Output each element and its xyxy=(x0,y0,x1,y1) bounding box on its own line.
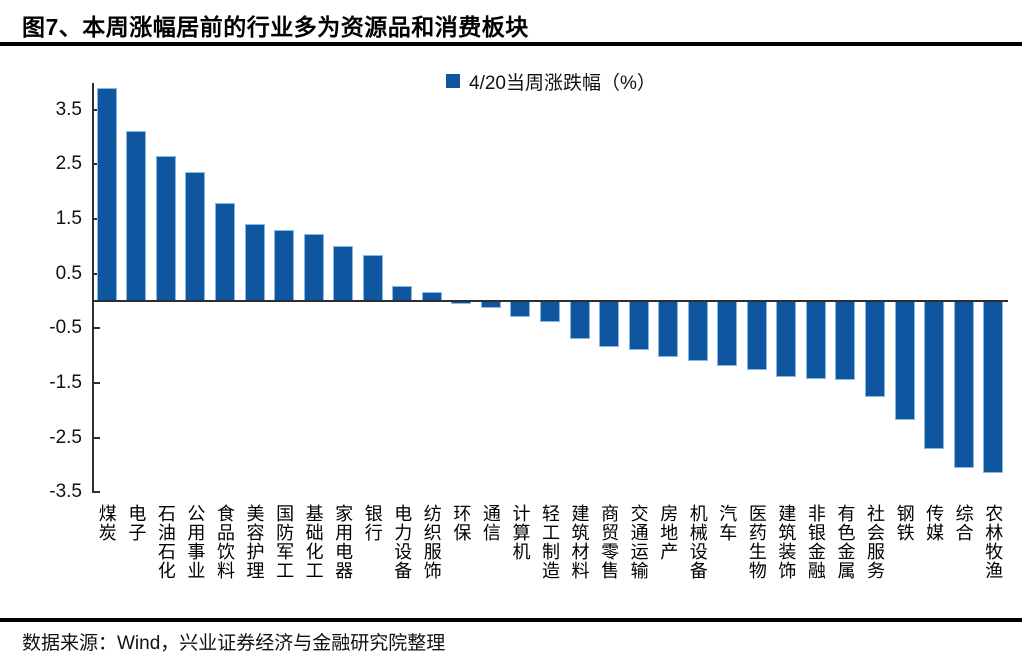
x-axis-label-家用电器: 家用电器 xyxy=(333,504,354,580)
y-axis-tick-label: 2.5 xyxy=(55,153,82,175)
legend: 4/20当周涨跌幅（%） xyxy=(446,68,656,94)
x-axis-label-轻工制造: 轻工制造 xyxy=(540,504,560,580)
y-axis-tick-label: -3.5 xyxy=(49,481,82,503)
bar-非银金融 xyxy=(806,301,826,379)
y-axis-tick xyxy=(92,163,100,166)
x-axis-label-纺织服饰: 纺织服饰 xyxy=(421,504,442,580)
x-axis-label-煤炭: 煤炭 xyxy=(96,504,117,542)
bar-商贸零售 xyxy=(599,301,619,347)
x-axis-label-石油石化: 石油石化 xyxy=(155,504,176,580)
bar-电子 xyxy=(126,131,146,301)
x-axis-label-美容护理: 美容护理 xyxy=(244,504,265,580)
y-axis-tick xyxy=(92,108,100,111)
x-axis-label-基础化工: 基础化工 xyxy=(303,504,324,580)
x-axis-label-银行: 银行 xyxy=(362,504,383,542)
legend-marker-icon xyxy=(446,74,460,88)
title-rule xyxy=(0,42,1022,46)
x-axis-label-通信: 通信 xyxy=(480,504,501,542)
x-axis-label-国防军工: 国防军工 xyxy=(274,504,295,580)
bar-机械设备 xyxy=(688,301,708,361)
y-axis-tick xyxy=(92,217,100,220)
bar-有色金属 xyxy=(835,301,855,380)
x-axis-label-计算机: 计算机 xyxy=(510,504,531,561)
bar-家用电器 xyxy=(333,246,353,301)
x-axis-label-机械设备: 机械设备 xyxy=(687,504,708,580)
x-axis-label-电子: 电子 xyxy=(126,504,147,542)
x-axis-labels: 煤炭 电子 石油石化 公用事业 食品饮料 美容护理 国防军工 基础化工 家用电器 银行 电力设备 纺织… xyxy=(92,504,1008,620)
bar-农林牧渔 xyxy=(983,301,1003,473)
x-axis-label-食品饮料: 食品饮料 xyxy=(214,504,235,580)
bar-综合 xyxy=(954,301,974,468)
x-axis-label-综合: 综合 xyxy=(953,504,974,542)
bar-交通运输 xyxy=(629,301,649,350)
data-source: 数据来源：Wind，兴业证券经济与金融研究院整理 xyxy=(22,633,446,654)
x-axis-label-交通运输: 交通运输 xyxy=(628,504,649,580)
y-axis-tick xyxy=(92,327,100,330)
x-axis-label-钢铁: 钢铁 xyxy=(894,504,915,542)
y-axis-tick xyxy=(92,436,100,439)
y-axis-tick-label: 1.5 xyxy=(55,207,82,229)
figure-title: 图7、本周涨幅居前的行业多为资源品和消费板块 xyxy=(22,14,529,40)
footer-rule xyxy=(0,618,1022,622)
bar-电力设备 xyxy=(392,286,412,301)
y-axis-tick xyxy=(92,382,100,385)
bar-钢铁 xyxy=(895,301,915,420)
bar-建筑装饰 xyxy=(776,301,796,377)
bar-房地产 xyxy=(658,301,678,357)
x-axis-label-汽车: 汽车 xyxy=(717,504,738,542)
bar-石油石化 xyxy=(156,156,176,301)
bar-美容护理 xyxy=(245,224,265,301)
x-axis-label-农林牧渔: 农林牧渔 xyxy=(983,504,1004,580)
x-axis-label-有色金属: 有色金属 xyxy=(835,504,856,580)
bar-轻工制造 xyxy=(540,301,560,322)
y-axis-tick-label: -2.5 xyxy=(49,426,82,448)
bar-汽车 xyxy=(717,301,737,366)
x-axis-label-商贸零售: 商贸零售 xyxy=(599,504,620,580)
y-axis-tick-label: 3.5 xyxy=(55,98,82,120)
bar-银行 xyxy=(363,255,383,301)
bar-建筑材料 xyxy=(570,301,590,339)
y-axis-tick-label: -0.5 xyxy=(49,317,82,339)
plot-area: 3.5 2.5 1.5 0.5 -0.5 -1.5 -2.5 -3.5 xyxy=(49,83,1008,502)
x-axis-label-社会服务: 社会服务 xyxy=(865,504,886,580)
x-axis-label-传媒: 传媒 xyxy=(924,504,945,542)
zero-axis-line xyxy=(92,300,1008,302)
x-axis-label-建筑材料: 建筑材料 xyxy=(569,504,590,580)
bar-医药生物 xyxy=(747,301,767,370)
bar-社会服务 xyxy=(865,301,885,397)
bar-煤炭 xyxy=(97,88,117,301)
x-axis-label-非银金融: 非银金融 xyxy=(805,504,826,580)
x-axis-label-医药生物: 医药生物 xyxy=(746,504,767,580)
bar-传媒 xyxy=(924,301,944,449)
y-axis-tick-label: 0.5 xyxy=(55,262,82,284)
bar-公用事业 xyxy=(185,172,205,301)
x-axis-label-建筑装饰: 建筑装饰 xyxy=(776,504,797,580)
y-axis-tick xyxy=(92,491,100,494)
bar-基础化工 xyxy=(304,234,324,301)
x-axis-label-环保: 环保 xyxy=(451,504,472,542)
bar-国防军工 xyxy=(274,230,294,301)
bar-食品饮料 xyxy=(215,203,235,301)
x-axis-label-公用事业: 公用事业 xyxy=(185,504,206,580)
y-axis-line xyxy=(92,83,94,493)
y-axis-tick xyxy=(92,272,100,275)
y-axis-tick-label: -1.5 xyxy=(49,372,82,394)
x-axis-label-电力设备: 电力设备 xyxy=(392,504,413,580)
bar-计算机 xyxy=(510,301,530,317)
legend-label: 4/20当周涨跌幅（%） xyxy=(469,72,656,94)
bar-通信 xyxy=(481,301,501,308)
x-axis-label-房地产: 房地产 xyxy=(658,504,679,561)
